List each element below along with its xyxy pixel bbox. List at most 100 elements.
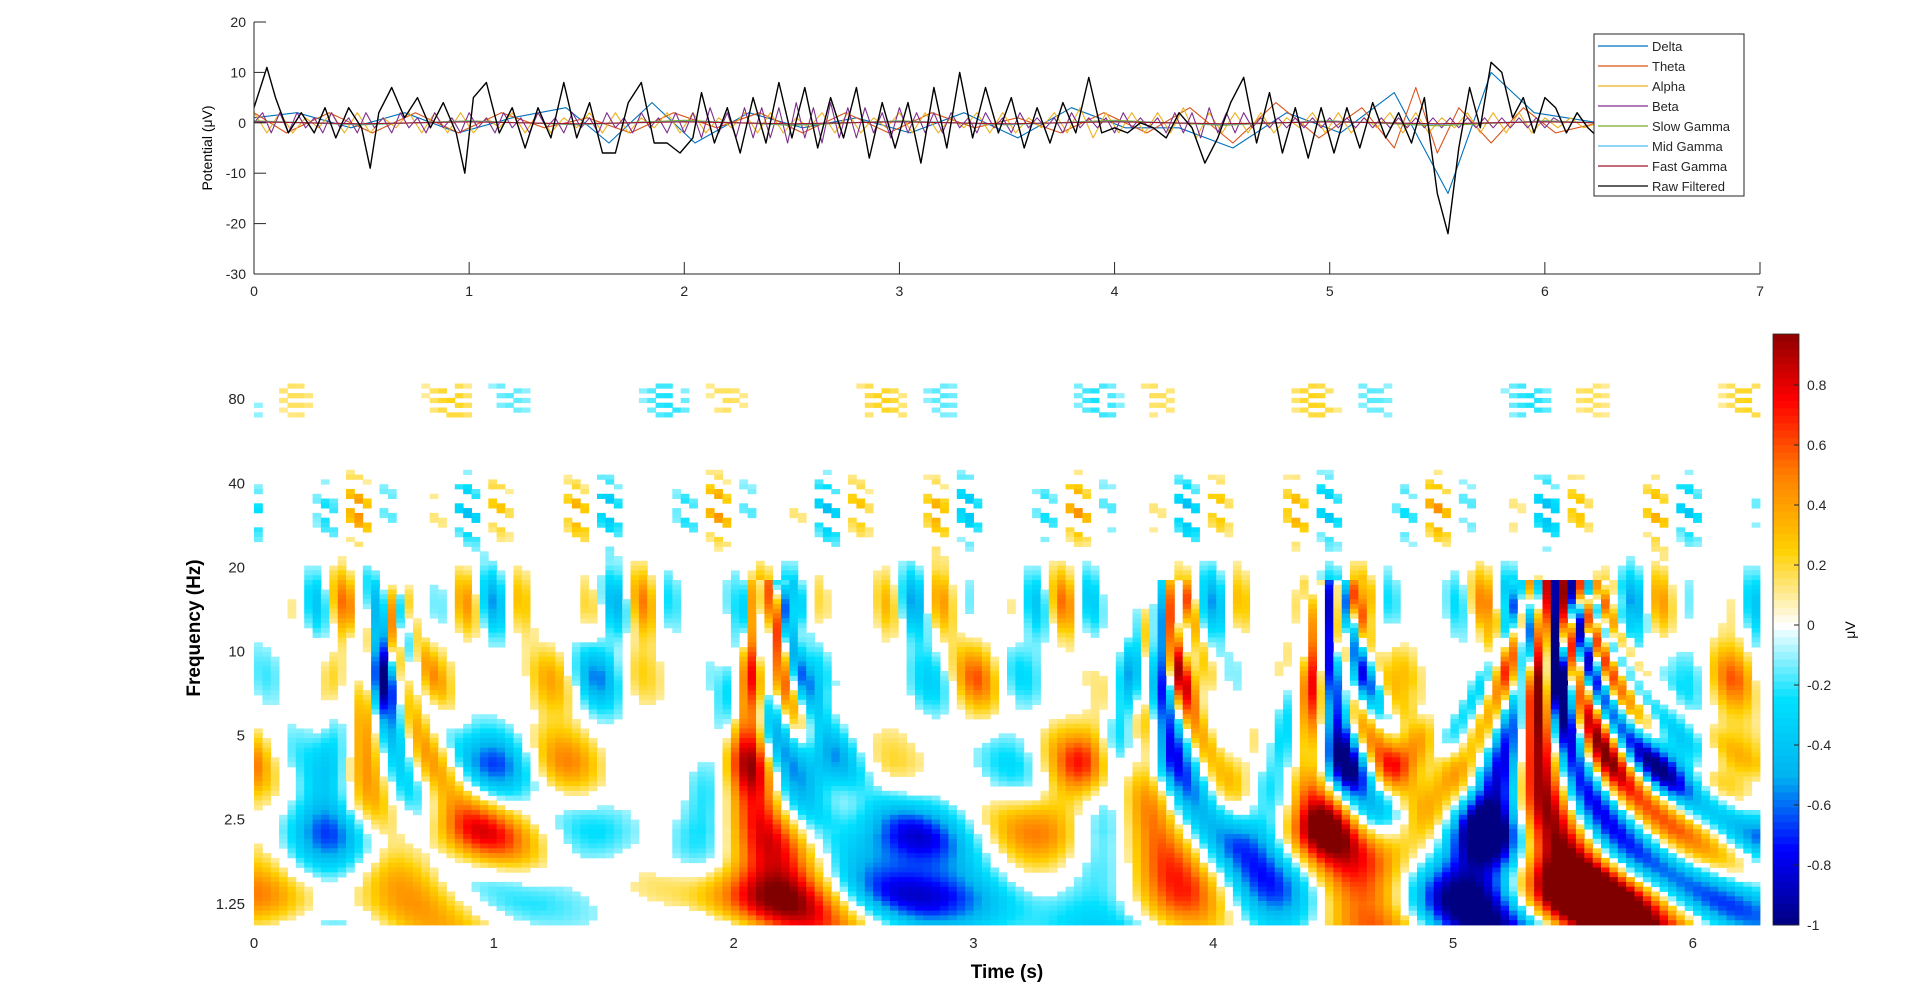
heatmap-cell: [521, 388, 531, 394]
heatmap-cell: [329, 651, 339, 658]
heatmap-cell: [1341, 723, 1351, 729]
heatmap-cell: [1333, 637, 1343, 643]
heatmap-cell: [1726, 613, 1736, 619]
heatmap-cell: [1333, 546, 1343, 552]
heatmap-cell: [990, 666, 1000, 672]
heatmap-cell: [1166, 647, 1175, 653]
heatmap-cell: [1274, 738, 1284, 744]
heatmap-cell: [1542, 685, 1552, 691]
heatmap-cell: [1324, 604, 1334, 610]
heatmap-cell: [881, 613, 891, 619]
heatmap-cell: [739, 503, 749, 509]
heatmap-cell: [413, 742, 422, 749]
heatmap-cell: [346, 517, 355, 523]
heatmap-cell: [1023, 647, 1033, 653]
heatmap-cell: [446, 675, 456, 681]
heatmap-cell: [739, 393, 749, 399]
heatmap-cell: [597, 695, 606, 701]
heatmap-cell: [1483, 666, 1493, 672]
heatmap-cell: [1166, 738, 1175, 744]
heatmap-cell: [1542, 599, 1552, 605]
heatmap-cell: [1308, 742, 1317, 749]
heatmap-cell: [1542, 671, 1552, 677]
heatmap-cell: [463, 541, 472, 547]
heatmap-cell: [981, 666, 991, 672]
heatmap-cell: [1065, 565, 1075, 571]
heatmap-cell: [789, 714, 799, 720]
heatmap-cell: [563, 695, 573, 701]
heatmap-cell: [1308, 656, 1317, 662]
heatmap-cell: [396, 723, 405, 729]
heatmap-cell: [638, 613, 648, 619]
heatmap-cell: [848, 757, 857, 763]
heatmap-cell: [530, 728, 539, 734]
heatmap-cell: [1040, 733, 1050, 739]
heatmap-cell: [404, 723, 414, 729]
heatmap-cell: [605, 599, 615, 605]
heatmap-cell: [371, 704, 380, 710]
heatmap-cell: [530, 632, 539, 638]
heatmap-cell: [1534, 690, 1543, 696]
heatmap-cell: [413, 757, 422, 763]
heatmap-cell: [1073, 747, 1083, 753]
heatmap-cell: [1358, 685, 1368, 691]
heatmap-cell: [1383, 570, 1393, 576]
heatmap-cell: [1324, 517, 1334, 523]
heatmap-cell: [1157, 594, 1167, 600]
heatmap-cell: [571, 647, 581, 653]
heatmap-cell: [1132, 661, 1142, 667]
heatmap-cell: [1550, 594, 1560, 600]
heatmap-cell: [1207, 666, 1217, 672]
heatmap-cell: [1199, 647, 1209, 653]
heatmap-cell: [1458, 498, 1468, 504]
heatmap-cell: [1684, 613, 1694, 619]
heatmap-cell: [1182, 618, 1192, 624]
heatmap-cell: [873, 733, 882, 739]
heatmap-cell: [1709, 695, 1719, 701]
heatmap-cell: [881, 388, 891, 394]
heatmap-cell: [873, 747, 882, 753]
heatmap-cell: [421, 671, 431, 677]
heatmap-cell: [722, 522, 732, 528]
heatmap-cell: [1350, 661, 1359, 667]
heatmap-cell: [1324, 594, 1334, 600]
heatmap-cell: [789, 589, 799, 595]
heatmap-cell: [1500, 666, 1510, 672]
heatmap-cell: [546, 699, 556, 705]
heatmap-cell: [1065, 752, 1075, 758]
heatmap-cell: [1383, 608, 1393, 614]
heatmap-cell: [814, 704, 824, 710]
heatmap-cell: [605, 680, 615, 686]
heatmap-cell: [413, 623, 422, 629]
heatmap-cell: [1308, 632, 1317, 638]
heatmap-cell: [287, 402, 297, 408]
heatmap-cell: [1467, 752, 1476, 758]
heatmap-cell: [1241, 570, 1251, 576]
heatmap-cell: [965, 604, 974, 610]
heatmap-cell: [513, 738, 523, 744]
heatmap-cell: [1324, 536, 1334, 543]
heatmap-cell: [1115, 752, 1125, 758]
heatmap-cell: [446, 661, 456, 667]
heatmap-cell: [1308, 728, 1317, 734]
heatmap-cell: [1617, 709, 1627, 715]
heatmap-cell: [295, 757, 305, 763]
heatmap-cell: [362, 728, 372, 734]
heatmap-cell: [730, 632, 740, 638]
heatmap-cell: [605, 546, 615, 552]
heatmap-cell: [1199, 719, 1209, 725]
heatmap-cell: [312, 757, 322, 763]
heatmap-cell: [329, 618, 339, 624]
heatmap-cell: [705, 469, 715, 475]
heatmap-cell: [1266, 752, 1276, 758]
heatmap-cell: [772, 651, 782, 658]
heatmap-cell: [797, 651, 807, 658]
heatmap-cell: [1676, 723, 1686, 729]
heatmap-cell: [337, 565, 347, 571]
heatmap-cell: [806, 671, 815, 677]
heatmap-cell: [1149, 690, 1158, 696]
heatmap-cell: [931, 608, 941, 614]
heatmap-cell: [580, 580, 590, 586]
heatmap-cell: [1676, 742, 1686, 749]
